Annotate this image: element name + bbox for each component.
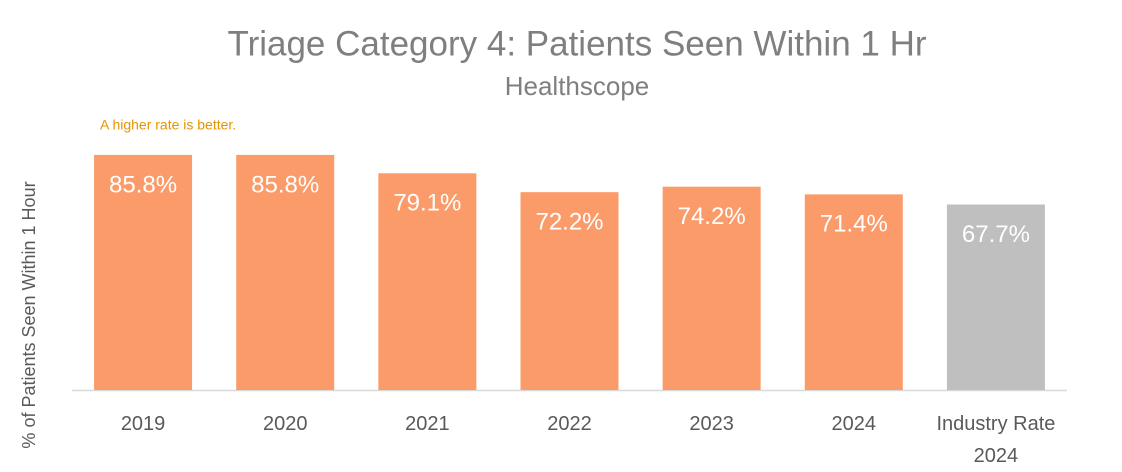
value-label: 79.1% bbox=[393, 190, 461, 217]
value-label: 85.8% bbox=[109, 171, 177, 198]
bar bbox=[94, 154, 193, 390]
bar bbox=[662, 186, 761, 390]
x-tick-label: Industry Rate 2024 bbox=[936, 413, 1056, 467]
annotation: A higher rate is better. bbox=[100, 117, 236, 133]
value-label: 67.7% bbox=[962, 221, 1030, 248]
x-tick-label: 2022 bbox=[547, 413, 592, 435]
bar bbox=[804, 194, 903, 390]
x-tick-label: 2024 bbox=[831, 413, 877, 435]
y-axis-label: % of Patients Seen Within 1 Hour bbox=[19, 181, 39, 448]
value-label: 72.2% bbox=[535, 209, 603, 236]
value-label: 85.8% bbox=[251, 171, 319, 198]
x-tick-label: 2020 bbox=[262, 413, 308, 435]
value-label: 74.2% bbox=[678, 203, 746, 230]
bar bbox=[236, 154, 335, 390]
value-label: 71.4% bbox=[820, 211, 888, 238]
x-tick-label: 2021 bbox=[405, 413, 450, 435]
bar bbox=[520, 192, 619, 390]
x-tick-label: 2023 bbox=[689, 413, 734, 435]
bar bbox=[946, 204, 1045, 390]
x-tick-label: 2019 bbox=[120, 413, 166, 435]
chart-title: Triage Category 4: Patients Seen Within … bbox=[227, 24, 926, 63]
bar bbox=[378, 173, 477, 390]
chart-subtitle: Healthscope bbox=[505, 71, 650, 101]
